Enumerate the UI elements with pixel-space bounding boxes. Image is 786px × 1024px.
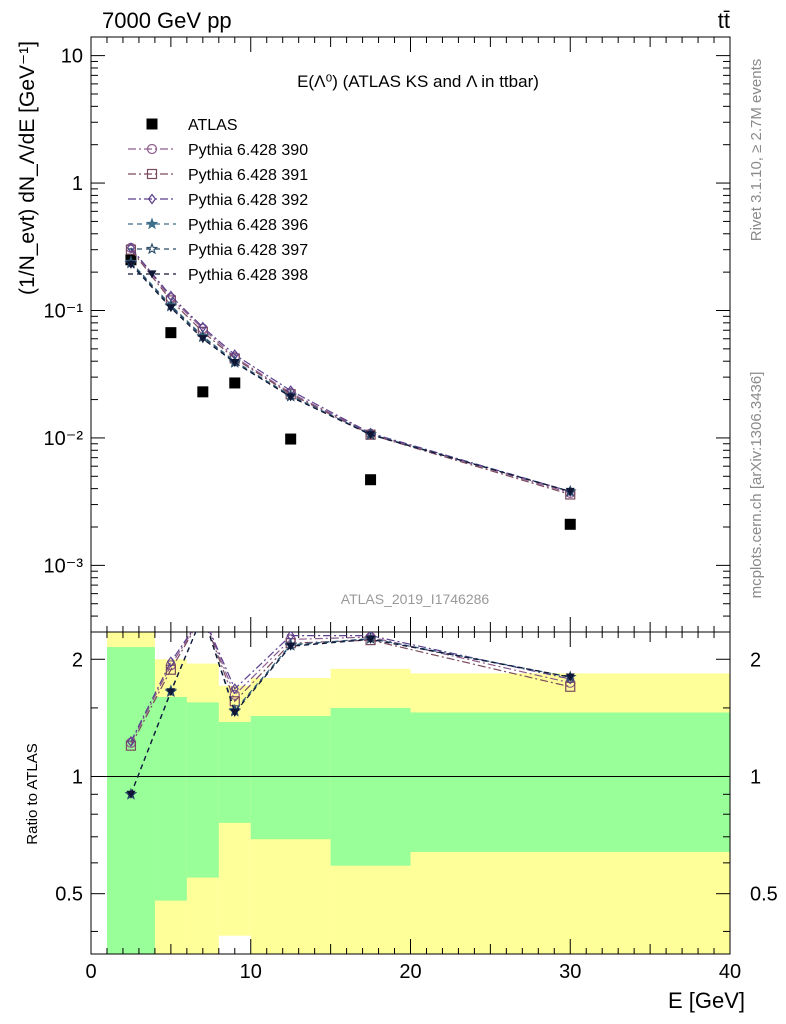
legend-marker xyxy=(146,168,158,180)
ratio-point xyxy=(565,681,576,692)
legend-marker xyxy=(146,118,158,130)
energy-label: 7000 GeV pp xyxy=(102,8,232,33)
legend-label: Pythia 6.428 396 xyxy=(188,217,308,234)
ratio-point xyxy=(166,688,176,697)
mc-point xyxy=(125,244,137,255)
mc-line-3 xyxy=(130,247,571,493)
plot-title: E(Λ⁰) (ATLAS KS and Λ in ttbar) xyxy=(297,72,539,91)
legend-label: Pythia 6.428 398 xyxy=(188,267,308,284)
ratio-y-tick-label-right: 1 xyxy=(750,766,761,788)
mc-point xyxy=(126,260,136,269)
rivet-version-label: Rivet 3.1.10, ≥ 2.7M events xyxy=(748,59,765,242)
x-axis-label: E [GeV] xyxy=(668,988,745,1013)
x-tick-label: 0 xyxy=(85,961,96,983)
y-tick-label: 10 xyxy=(61,46,83,68)
mc-line-6 xyxy=(130,263,571,493)
legend-label: Pythia 6.428 392 xyxy=(188,192,308,209)
green-band-segment xyxy=(330,707,411,866)
data-point xyxy=(165,327,177,339)
mc-point xyxy=(565,487,575,496)
ratio-point xyxy=(126,790,136,799)
x-tick-label: 40 xyxy=(719,961,741,983)
legend-label: Pythia 6.428 390 xyxy=(188,142,308,159)
mc-line-1 xyxy=(130,247,571,494)
legend-label: ATLAS xyxy=(188,117,238,134)
ratio-line-3 xyxy=(130,632,571,742)
mc-point xyxy=(126,242,136,254)
green-band-segment xyxy=(218,722,251,823)
ratio-y-tick-label: 0.5 xyxy=(55,884,83,906)
x-tick-label: 30 xyxy=(559,961,581,983)
data-point xyxy=(229,377,241,389)
main-series-layer xyxy=(124,242,577,530)
data-point xyxy=(365,474,377,486)
ratio-point xyxy=(229,689,240,701)
mc-point xyxy=(230,359,240,368)
y-tick-label: 10⁻³ xyxy=(44,555,84,577)
x-tick-label: 20 xyxy=(399,961,421,983)
data-point xyxy=(564,518,576,530)
mc-point xyxy=(366,431,376,440)
legend-marker xyxy=(146,143,158,155)
ratio-point xyxy=(565,673,575,682)
ratio-y-tick-label-right: 2 xyxy=(750,649,761,671)
legend-marker xyxy=(145,242,159,255)
legend-marker xyxy=(147,193,157,205)
mc-point xyxy=(166,304,176,313)
data-point xyxy=(285,433,297,445)
ratio-y-tick-label-right: 0.5 xyxy=(750,884,778,906)
y-tick-label: 10⁻² xyxy=(44,428,84,450)
ratio-y-axis-label: Ratio to ATLAS xyxy=(24,743,41,844)
legend: ATLAS Pythia 6.428 390 Pythia 6.428 391 Pyt… xyxy=(128,117,308,284)
legend-label: Pythia 6.428 391 xyxy=(188,167,308,184)
mc-point xyxy=(198,335,208,344)
ratio-y-tick-label: 1 xyxy=(72,766,83,788)
ratio-y-tick-label: 2 xyxy=(72,649,83,671)
y-tick-label: 1 xyxy=(72,173,83,195)
main-y-axis-label: (1/N_evt) dN_Λ/dE [GeV⁻¹] xyxy=(16,41,39,295)
legend-label: Pythia 6.428 397 xyxy=(188,242,308,259)
green-band-segment xyxy=(154,697,187,901)
main-axes: 10⁻³ 10⁻² 10⁻¹ 1 10 xyxy=(44,37,731,633)
ratio-point xyxy=(230,708,240,717)
green-band-segment xyxy=(410,712,730,852)
main-plot-frame xyxy=(90,36,731,633)
mc-line-2 xyxy=(130,249,571,496)
mcplots-label: mcplots.cern.ch [arXiv:1306.3436] xyxy=(748,372,765,599)
green-band-segment xyxy=(186,702,219,878)
ratio-point xyxy=(126,735,136,747)
green-band-segment xyxy=(250,715,331,840)
ratio-point xyxy=(230,683,239,695)
mc-line-5 xyxy=(130,262,571,493)
ratio-point xyxy=(286,642,296,651)
ratio-series-layer xyxy=(124,632,577,800)
x-tick-label: 10 xyxy=(240,961,262,983)
y-tick-label: 10⁻¹ xyxy=(44,300,84,322)
analysis-reference: ATLAS_2019_I1746286 xyxy=(341,591,490,607)
uncertainty-bands xyxy=(106,632,730,954)
ratio-point xyxy=(366,635,376,644)
mc-point xyxy=(286,393,296,402)
ratio-axes: 0.5 0.51 12 20 10 20 30 40 xyxy=(55,632,778,983)
ratio-point xyxy=(166,656,175,668)
data-point xyxy=(197,386,209,398)
mc-line-4 xyxy=(130,261,571,493)
legend-marker xyxy=(145,217,159,230)
process-label: tt̄ xyxy=(718,8,730,33)
green-band-segment xyxy=(106,647,155,954)
legend-marker xyxy=(147,270,157,279)
